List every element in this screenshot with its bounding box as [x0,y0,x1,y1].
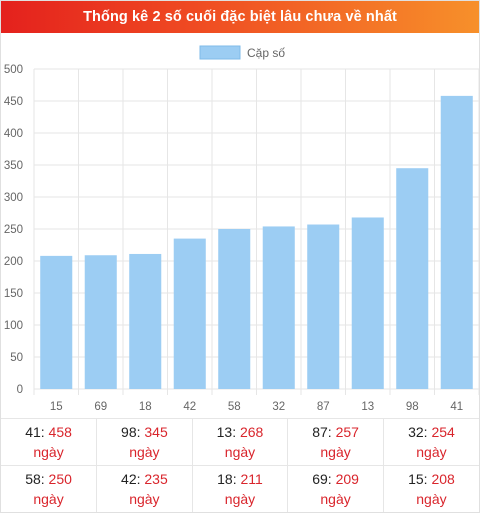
y-tick-label: 50 [10,352,23,364]
bars [40,95,473,389]
summary-cell: 32: 254 ngày [383,418,479,466]
summary-cell: 41: 458 ngày [1,418,98,466]
pair-number: 69 [312,471,328,487]
pair-number: 87 [312,424,328,440]
summary-cell: 15: 208 ngày [383,465,479,512]
y-tick-label: 500 [4,64,23,76]
summary-cell: 58: 250 ngày [1,465,98,512]
separator: : [423,424,432,440]
summary-cell: 87: 257 ngày [287,418,384,466]
separator: : [423,471,432,487]
y-tick-label: 350 [4,160,23,172]
x-tick-label: 42 [183,401,196,413]
days-value: 208 [431,471,455,487]
separator: : [136,471,145,487]
y-tick-label: 250 [4,224,23,236]
x-tick-label: 32 [272,401,285,413]
pair-number: 13 [216,424,233,440]
separator: : [40,424,49,440]
bar-58[interactable] [218,229,251,389]
x-tick-label: 98 [406,401,419,413]
bar-42[interactable] [173,238,206,389]
summary-row: 41: 458 ngày 98: 345 ngày 13: 268 ngày 87: 257… [1,418,479,466]
days-unit: ngày [129,491,160,507]
separator: : [327,471,336,487]
pair-number: 98 [121,424,137,440]
days-value: 268 [239,424,264,440]
y-tick-label: 400 [4,128,23,140]
bar-87[interactable] [307,224,340,389]
separator: : [232,471,241,487]
days-value: 209 [335,471,359,487]
y-tick-label: 100 [4,320,23,332]
legend-swatch [199,45,241,60]
x-tick-label: 87 [317,401,330,413]
days-value: 235 [144,471,168,487]
separator: : [40,471,49,487]
grid-lines [33,68,479,395]
panel-title: Thống kê 2 số cuối đặc biệt lâu chưa về … [1,1,479,33]
legend[interactable]: Cặp số [199,45,285,60]
summary-cell: 69: 209 ngày [287,465,384,512]
days-value: 458 [48,424,72,440]
days-unit: ngày [33,444,64,460]
days-unit: ngày [320,444,351,460]
y-axis-ticks: 0 50 100 150 200 250 300 350 400 450 500 [4,64,23,396]
bar-41[interactable] [440,95,473,389]
summary-cell: 98: 345 ngày [96,418,193,466]
y-tick-label: 150 [4,288,23,300]
pair-number: 58 [25,471,41,487]
separator: : [232,424,240,440]
summary-cell: 13: 268 ngày [192,418,289,466]
bar-18[interactable] [129,253,162,389]
x-tick-label: 58 [228,401,241,413]
pair-number: 18 [217,471,233,487]
x-tick-label: 69 [94,401,107,413]
bar-32[interactable] [262,226,295,389]
days-value: 254 [431,424,455,440]
summary-cell: 18: 211 ngày [192,465,289,512]
pair-number: 41 [25,424,41,440]
days-unit: ngày [416,491,447,507]
summary-table: 41: 458 ngày 98: 345 ngày 13: 268 ngày 87: 257… [1,418,479,512]
bar-98[interactable] [396,168,429,389]
legend-label: Cặp số [247,46,285,60]
x-tick-label: 15 [50,401,63,413]
pair-number: 32 [408,424,424,440]
y-tick-label: 0 [17,384,23,396]
days-unit: ngày [416,444,447,460]
bar-13[interactable] [351,217,384,389]
separator: : [136,424,145,440]
separator: : [327,424,336,440]
days-value: 211 [240,471,263,487]
days-unit: ngày [320,491,351,507]
days-unit: ngày [129,444,160,460]
x-tick-label: 41 [450,401,463,413]
y-tick-label: 200 [4,256,23,268]
days-unit: ngày [33,491,64,507]
bar-69[interactable] [84,255,117,389]
x-tick-label: 18 [139,401,152,413]
summary-row: 58: 250 ngày 42: 235 ngày 18: 211 ngày 69: 209… [1,465,479,512]
pair-number: 15 [408,471,424,487]
days-unit: ngày [224,491,256,507]
x-tick-label: 13 [361,401,374,413]
x-axis-ticks: 15 69 18 42 58 32 87 13 98 41 [50,401,463,413]
days-value: 257 [335,424,359,440]
days-value: 250 [48,471,72,487]
pair-number: 42 [121,471,137,487]
days-unit: ngày [224,444,256,460]
summary-cell: 42: 235 ngày [96,465,193,512]
bar-15[interactable] [40,255,73,389]
bar-chart: Cặp số 0 50 100 150 200 250 300 350 400 450 500 15… [4,45,479,413]
y-tick-label: 300 [4,192,23,204]
days-value: 345 [144,424,168,440]
y-tick-label: 450 [4,96,23,108]
